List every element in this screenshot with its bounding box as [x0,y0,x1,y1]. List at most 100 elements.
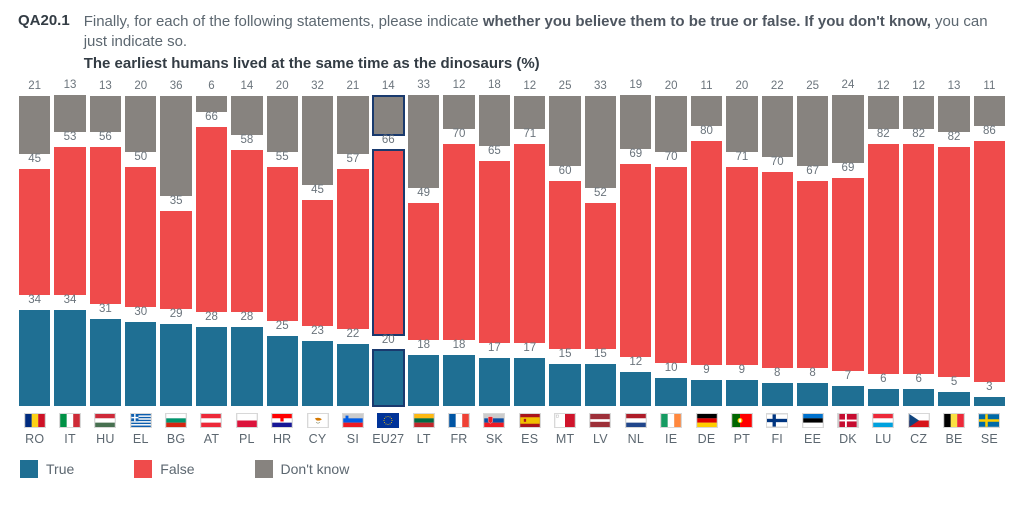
bar-segment-false: 67 [797,181,828,369]
bar-segment-dontknow: 20 [726,96,757,152]
bar-stack: 334918 [407,96,440,406]
bar-segment-true: 8 [762,383,793,405]
legend-item-true: True [20,460,74,478]
bar-segment-dontknow: 11 [691,96,722,127]
bar-segment-false: 58 [231,150,262,312]
country-column: 127018FR [442,96,475,446]
bar-segment-false: 55 [267,167,298,321]
question-text-bold: whether you believe them to be true or f… [483,13,931,30]
bar-value-label: 11 [691,81,722,93]
bar-segment-false: 82 [938,147,969,377]
country-column: 207010IE [654,96,687,446]
bar-segment-dontknow: 25 [549,96,580,166]
country-column: 14 5828 PL [230,96,263,446]
legend-swatch [20,460,38,478]
bar-value-label: 17 [479,343,510,355]
country-code: LU [875,432,891,446]
chart-subtitle: The earliest humans lived at the same ti… [84,55,540,72]
bar-segment-true: 5 [938,392,969,406]
bar-value-label: 50 [125,152,156,164]
bar-segment-true: 22 [337,344,368,406]
bar-value-label: 12 [903,81,934,93]
bar-value-label: 49 [408,188,439,200]
bar-segment-dontknow: 12 [903,96,934,130]
flag-icon [837,413,859,428]
bar-stack: 215722 [336,96,369,406]
bar-segment-dontknow: 12 [868,96,899,130]
country-column: 24697 DK [831,96,864,446]
bar-segment-dontknow: 20 [125,96,156,152]
bar-value-label: 69 [620,149,651,161]
bar-segment-dontknow: 13 [938,96,969,132]
bar-value-label: 22 [762,81,793,93]
bar-stack: 207010 [654,96,687,406]
flag-icon [236,413,258,428]
bar-segment-dontknow: 6 [196,96,227,113]
country-code: DK [839,432,857,446]
bar-value-label: 6 [196,81,227,93]
flag-icon [24,413,46,428]
bar-value-label: 8 [762,368,793,380]
country-code: LT [417,432,431,446]
country-code: BE [945,432,962,446]
bar-segment-false: 82 [868,144,899,374]
bar-segment-true: 3 [974,397,1005,405]
country-code: PT [734,432,750,446]
country-column: 13825BE [937,96,970,446]
country-column: 20719PT [725,96,758,446]
bar-segment-true: 15 [585,364,616,406]
bar-segment-false: 80 [691,141,722,365]
bar-segment-false: 56 [90,147,121,304]
country-code: EU27 [372,432,404,446]
bar-stack: 135631 [89,96,122,406]
bar-value-label: 53 [54,132,85,144]
country-code: AT [204,432,219,446]
bar-segment-true: 8 [797,383,828,405]
country-code: EE [804,432,821,446]
bar-segment-true: 6 [868,389,899,406]
bar-stack: 135334 [53,96,86,406]
flag-icon [165,413,187,428]
legend-swatch [134,460,152,478]
bar-value-label: 67 [797,166,828,178]
flag-icon [448,413,470,428]
bar-segment-true: 18 [408,355,439,405]
country-column: 135631HU [89,96,122,446]
bar-stack: 11 809 [690,96,723,406]
bar-value-label: 31 [90,304,121,316]
legend-swatch [255,460,273,478]
country-code: CY [309,432,327,446]
bar-segment-false: 50 [125,167,156,307]
country-column: 11863SE [973,96,1006,446]
bar-segment-false: 66 [373,150,404,335]
country-column: 334918 LT [407,96,440,446]
bar-value-label: 9 [691,365,722,377]
bar-stack: 24697 [831,96,864,406]
bar-value-label: 3 [974,382,1005,394]
bar-segment-true: 17 [514,358,545,406]
bar-segment-true: 10 [655,378,686,406]
flag-icon [377,413,399,428]
bar-value-label: 18 [479,80,510,92]
bar-segment-false: 49 [408,203,439,340]
bar-segment-dontknow: 32 [302,96,333,186]
bar-segment-true: 30 [125,322,156,406]
country-code: NL [628,432,644,446]
bar-value-label: 5 [938,377,969,389]
flag-icon [59,413,81,428]
question-text-left: Finally, for each of the following state… [84,13,483,30]
bar-value-label: 21 [337,81,368,93]
bar-value-label: 9 [726,365,757,377]
country-code: PL [239,432,255,446]
bar-value-label: 28 [231,312,262,324]
bar-segment-false: 45 [302,200,333,326]
stacked-bar-chart: 214534RO135334IT135631HU205030EL363529BG… [18,86,1006,446]
bar-value-label: 34 [19,295,50,307]
bar-stack: 14 5828 [230,96,263,406]
flag-icon [978,413,1000,428]
bar-value-label: 30 [125,307,156,319]
flag-icon [766,413,788,428]
bar-value-label: 7 [832,371,863,383]
bar-value-label: 18 [408,340,439,352]
bar-segment-dontknow: 14 [231,96,262,135]
